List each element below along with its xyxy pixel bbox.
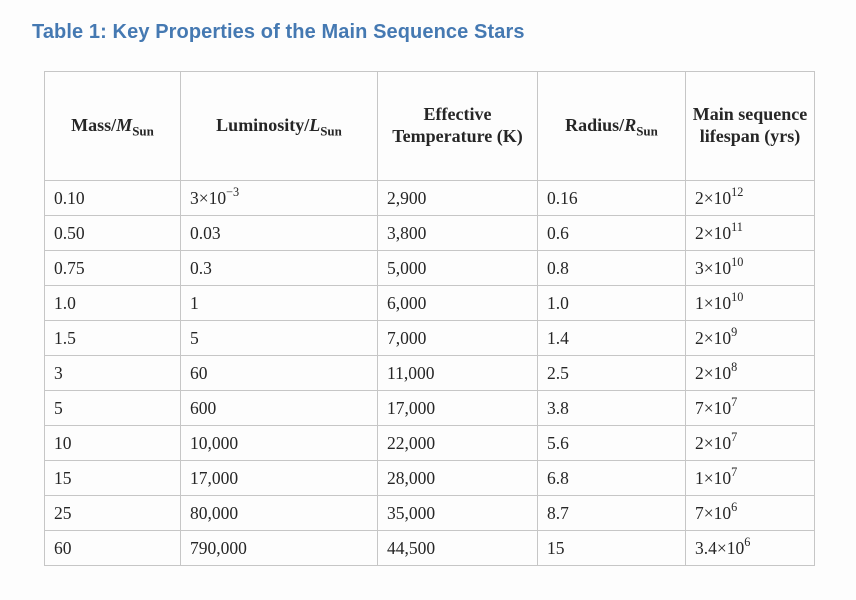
cell-radius: 0.6 bbox=[537, 215, 686, 251]
cell-luminosity: 3×10−3 bbox=[180, 180, 378, 216]
cell-lifespan: 3.4×106 bbox=[685, 530, 815, 566]
cell-temperature: 44,500 bbox=[377, 530, 538, 566]
cell-luminosity: 60 bbox=[180, 355, 378, 391]
cell-temperature: 7,000 bbox=[377, 320, 538, 356]
cell-radius: 1.0 bbox=[537, 285, 686, 321]
cell-lifespan: 2×1012 bbox=[685, 180, 815, 216]
table-row: 15 17,000 28,000 6.8 1×107 bbox=[44, 460, 815, 496]
table-row: 1.0 1 6,000 1.0 1×1010 bbox=[44, 285, 815, 321]
table-row: 5 600 17,000 3.8 7×107 bbox=[44, 390, 815, 426]
cell-mass: 60 bbox=[44, 530, 181, 566]
cell-luminosity: 17,000 bbox=[180, 460, 378, 496]
column-header-lifespan: Main sequence lifespan (yrs) bbox=[685, 71, 815, 181]
cell-radius: 6.8 bbox=[537, 460, 686, 496]
cell-mass: 3 bbox=[44, 355, 181, 391]
main-sequence-star-table: Mass/MSun Luminosity/LSun Effective Temper… bbox=[44, 71, 815, 566]
cell-luminosity: 10,000 bbox=[180, 425, 378, 461]
header-row: Mass/MSun Luminosity/LSun Effective Temper… bbox=[44, 71, 815, 181]
cell-temperature: 17,000 bbox=[377, 390, 538, 426]
cell-temperature: 6,000 bbox=[377, 285, 538, 321]
cell-temperature: 11,000 bbox=[377, 355, 538, 391]
table-row: 60 790,000 44,500 15 3.4×106 bbox=[44, 530, 815, 566]
table-row: 1.5 5 7,000 1.4 2×109 bbox=[44, 320, 815, 356]
table-row: 0.10 3×10−3 2,900 0.16 2×1012 bbox=[44, 180, 815, 216]
cell-radius: 1.4 bbox=[537, 320, 686, 356]
cell-lifespan: 2×108 bbox=[685, 355, 815, 391]
cell-lifespan: 2×109 bbox=[685, 320, 815, 356]
cell-temperature: 3,800 bbox=[377, 215, 538, 251]
cell-mass: 15 bbox=[44, 460, 181, 496]
cell-lifespan: 7×106 bbox=[685, 495, 815, 531]
table-caption: Table 1: Key Properties of the Main Sequ… bbox=[32, 21, 525, 43]
cell-radius: 2.5 bbox=[537, 355, 686, 391]
table-row: 25 80,000 35,000 8.7 7×106 bbox=[44, 495, 815, 531]
cell-temperature: 35,000 bbox=[377, 495, 538, 531]
cell-mass: 1.5 bbox=[44, 320, 181, 356]
cell-temperature: 28,000 bbox=[377, 460, 538, 496]
column-header-temperature: Effective Temperature (K) bbox=[377, 71, 538, 181]
cell-radius: 15 bbox=[537, 530, 686, 566]
table-row: 10 10,000 22,000 5.6 2×107 bbox=[44, 425, 815, 461]
cell-lifespan: 1×107 bbox=[685, 460, 815, 496]
table-row: 0.75 0.3 5,000 0.8 3×1010 bbox=[44, 250, 815, 286]
cell-luminosity: 5 bbox=[180, 320, 378, 356]
cell-luminosity: 0.03 bbox=[180, 215, 378, 251]
cell-mass: 1.0 bbox=[44, 285, 181, 321]
cell-luminosity: 790,000 bbox=[180, 530, 378, 566]
cell-mass: 0.10 bbox=[44, 180, 181, 216]
cell-radius: 3.8 bbox=[537, 390, 686, 426]
cell-luminosity: 600 bbox=[180, 390, 378, 426]
table-row: 3 60 11,000 2.5 2×108 bbox=[44, 355, 815, 391]
cell-radius: 0.16 bbox=[537, 180, 686, 216]
table-row: 0.50 0.03 3,800 0.6 2×1011 bbox=[44, 215, 815, 251]
cell-lifespan: 3×1010 bbox=[685, 250, 815, 286]
column-header-luminosity: Luminosity/LSun bbox=[180, 71, 378, 181]
cell-radius: 0.8 bbox=[537, 250, 686, 286]
cell-mass: 10 bbox=[44, 425, 181, 461]
cell-lifespan: 1×1010 bbox=[685, 285, 815, 321]
cell-lifespan: 2×107 bbox=[685, 425, 815, 461]
cell-mass: 0.50 bbox=[44, 215, 181, 251]
cell-mass: 25 bbox=[44, 495, 181, 531]
cell-radius: 5.6 bbox=[537, 425, 686, 461]
cell-luminosity: 1 bbox=[180, 285, 378, 321]
cell-mass: 5 bbox=[44, 390, 181, 426]
cell-radius: 8.7 bbox=[537, 495, 686, 531]
cell-luminosity: 80,000 bbox=[180, 495, 378, 531]
cell-luminosity: 0.3 bbox=[180, 250, 378, 286]
cell-lifespan: 7×107 bbox=[685, 390, 815, 426]
column-header-mass: Mass/MSun bbox=[44, 71, 181, 181]
cell-lifespan: 2×1011 bbox=[685, 215, 815, 251]
cell-temperature: 2,900 bbox=[377, 180, 538, 216]
column-header-radius: Radius/RSun bbox=[537, 71, 686, 181]
cell-mass: 0.75 bbox=[44, 250, 181, 286]
cell-temperature: 5,000 bbox=[377, 250, 538, 286]
cell-temperature: 22,000 bbox=[377, 425, 538, 461]
